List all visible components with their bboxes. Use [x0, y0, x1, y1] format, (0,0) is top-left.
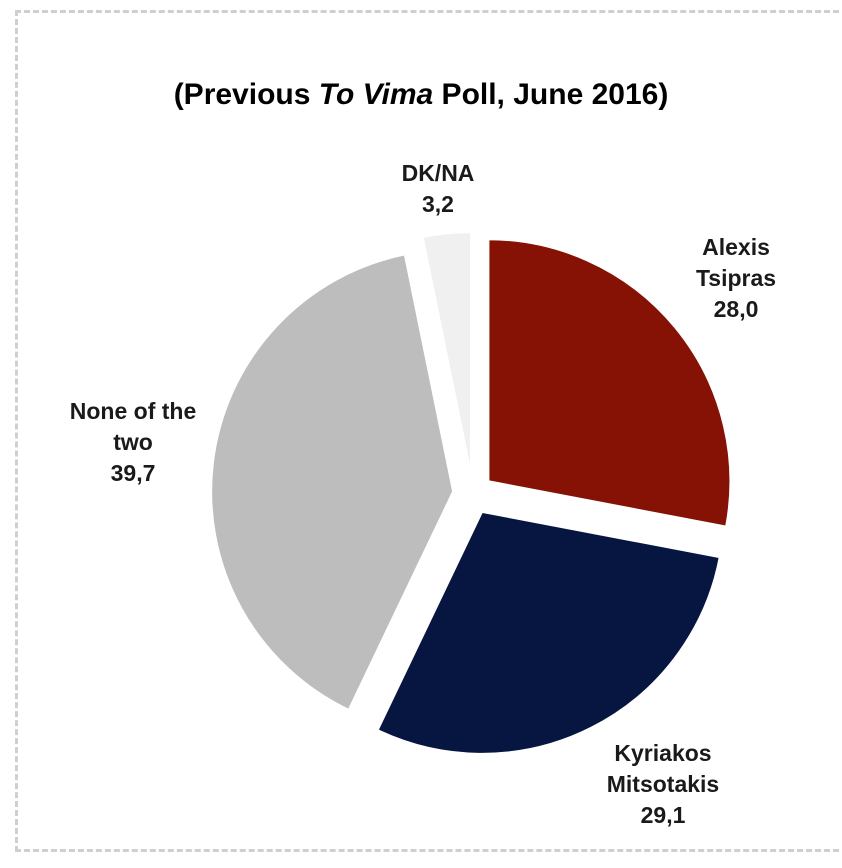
slice-label-none-of-the-two: None of the two 39,7: [70, 398, 197, 486]
pie-slice-none-of-the-two: [210, 253, 455, 712]
pie-labels: Alexis Tsipras 28,0 Kyriakos Mitsotakis 29,1 N…: [70, 160, 776, 828]
slice-name-label: Tsipras: [696, 265, 776, 291]
slice-name-label: None of the: [70, 398, 197, 424]
pie-slice-dk-na: [421, 231, 472, 475]
pie-slice-alexis-tsipras: [487, 238, 732, 528]
pie-slices: [210, 231, 732, 755]
slice-value-label: 28,0: [714, 296, 759, 322]
slice-name-label: Kyriakos: [614, 740, 711, 766]
slice-name-label: Alexis: [702, 234, 770, 260]
chart-title-prefix: (Previous: [173, 78, 319, 111]
slice-value-label: 3,2: [422, 191, 454, 217]
slice-name-label: DK/NA: [402, 160, 475, 186]
pie-slice-kyriakos-mitsotakis: [376, 510, 721, 755]
slice-label-alexis-tsipras: Alexis Tsipras 28,0: [696, 234, 776, 322]
slice-name-label: Mitsotakis: [607, 771, 719, 797]
slice-label-dk-na: DK/NA 3,2: [402, 160, 475, 217]
slice-label-kyriakos-mitsotakis: Kyriakos Mitsotakis 29,1: [607, 740, 719, 828]
slice-name-label: two: [113, 429, 153, 455]
chart-title-suffix: Poll, June 2016): [433, 78, 669, 111]
chart-title-italic: To Vima: [318, 78, 434, 111]
slice-value-label: 39,7: [111, 460, 156, 486]
slice-value-label: 29,1: [641, 802, 686, 828]
chart-title: (Previous To Vima Poll, June 2016): [0, 78, 842, 112]
chart-frame: [15, 10, 842, 852]
